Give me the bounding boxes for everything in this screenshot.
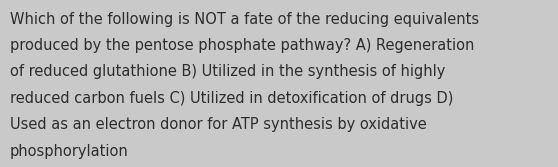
Text: produced by the pentose phosphate pathway? A) Regeneration: produced by the pentose phosphate pathwa… [10,38,474,53]
Text: reduced carbon fuels C) Utilized in detoxification of drugs D): reduced carbon fuels C) Utilized in deto… [10,91,454,106]
Text: Used as an electron donor for ATP synthesis by oxidative: Used as an electron donor for ATP synthe… [10,117,427,132]
Text: Which of the following is NOT a fate of the reducing equivalents: Which of the following is NOT a fate of … [10,12,479,27]
Text: phosphorylation: phosphorylation [10,144,129,159]
Text: of reduced glutathione B) Utilized in the synthesis of highly: of reduced glutathione B) Utilized in th… [10,64,445,79]
